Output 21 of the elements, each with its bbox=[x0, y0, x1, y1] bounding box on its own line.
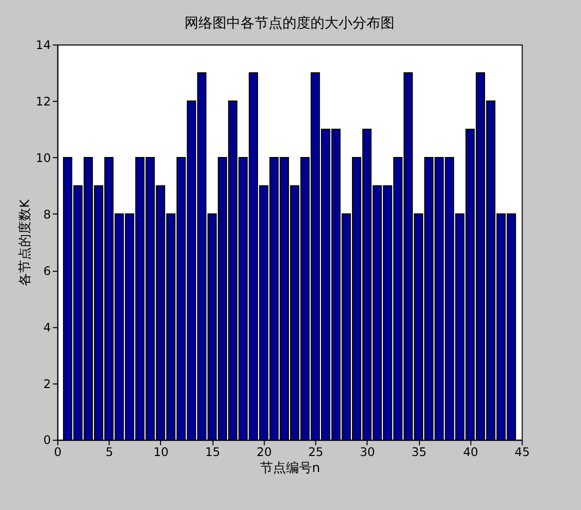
y-axis-title: 各节点的度数K bbox=[16, 198, 33, 286]
x-tick-label: 5 bbox=[106, 445, 114, 460]
y-tick-label: 8 bbox=[43, 207, 51, 222]
x-tick-label: 35 bbox=[411, 445, 427, 460]
y-tick-label: 6 bbox=[43, 264, 51, 278]
y-tick-label: 4 bbox=[43, 320, 51, 334]
x-tick-label: 15 bbox=[205, 445, 220, 460]
chart-title: 网络图中各节点的度的大小分布图 bbox=[184, 16, 395, 32]
x-tick-label: 25 bbox=[308, 445, 324, 460]
x-tick-label: 30 bbox=[360, 445, 375, 460]
x-tick-label: 45 bbox=[514, 445, 530, 460]
y-tick-label: 10 bbox=[36, 150, 51, 165]
x-tick-label: 0 bbox=[54, 445, 62, 460]
x-tick-label: 40 bbox=[463, 445, 478, 460]
x-tick-label: 20 bbox=[256, 445, 272, 460]
x-tick-label: 10 bbox=[153, 445, 169, 460]
y-tick-label: 14 bbox=[36, 38, 51, 52]
x-axis-title: 节点编号n bbox=[260, 460, 320, 476]
y-tick-label: 0 bbox=[43, 433, 51, 448]
y-tick-label: 12 bbox=[36, 94, 51, 108]
y-tick-label: 2 bbox=[43, 376, 51, 391]
